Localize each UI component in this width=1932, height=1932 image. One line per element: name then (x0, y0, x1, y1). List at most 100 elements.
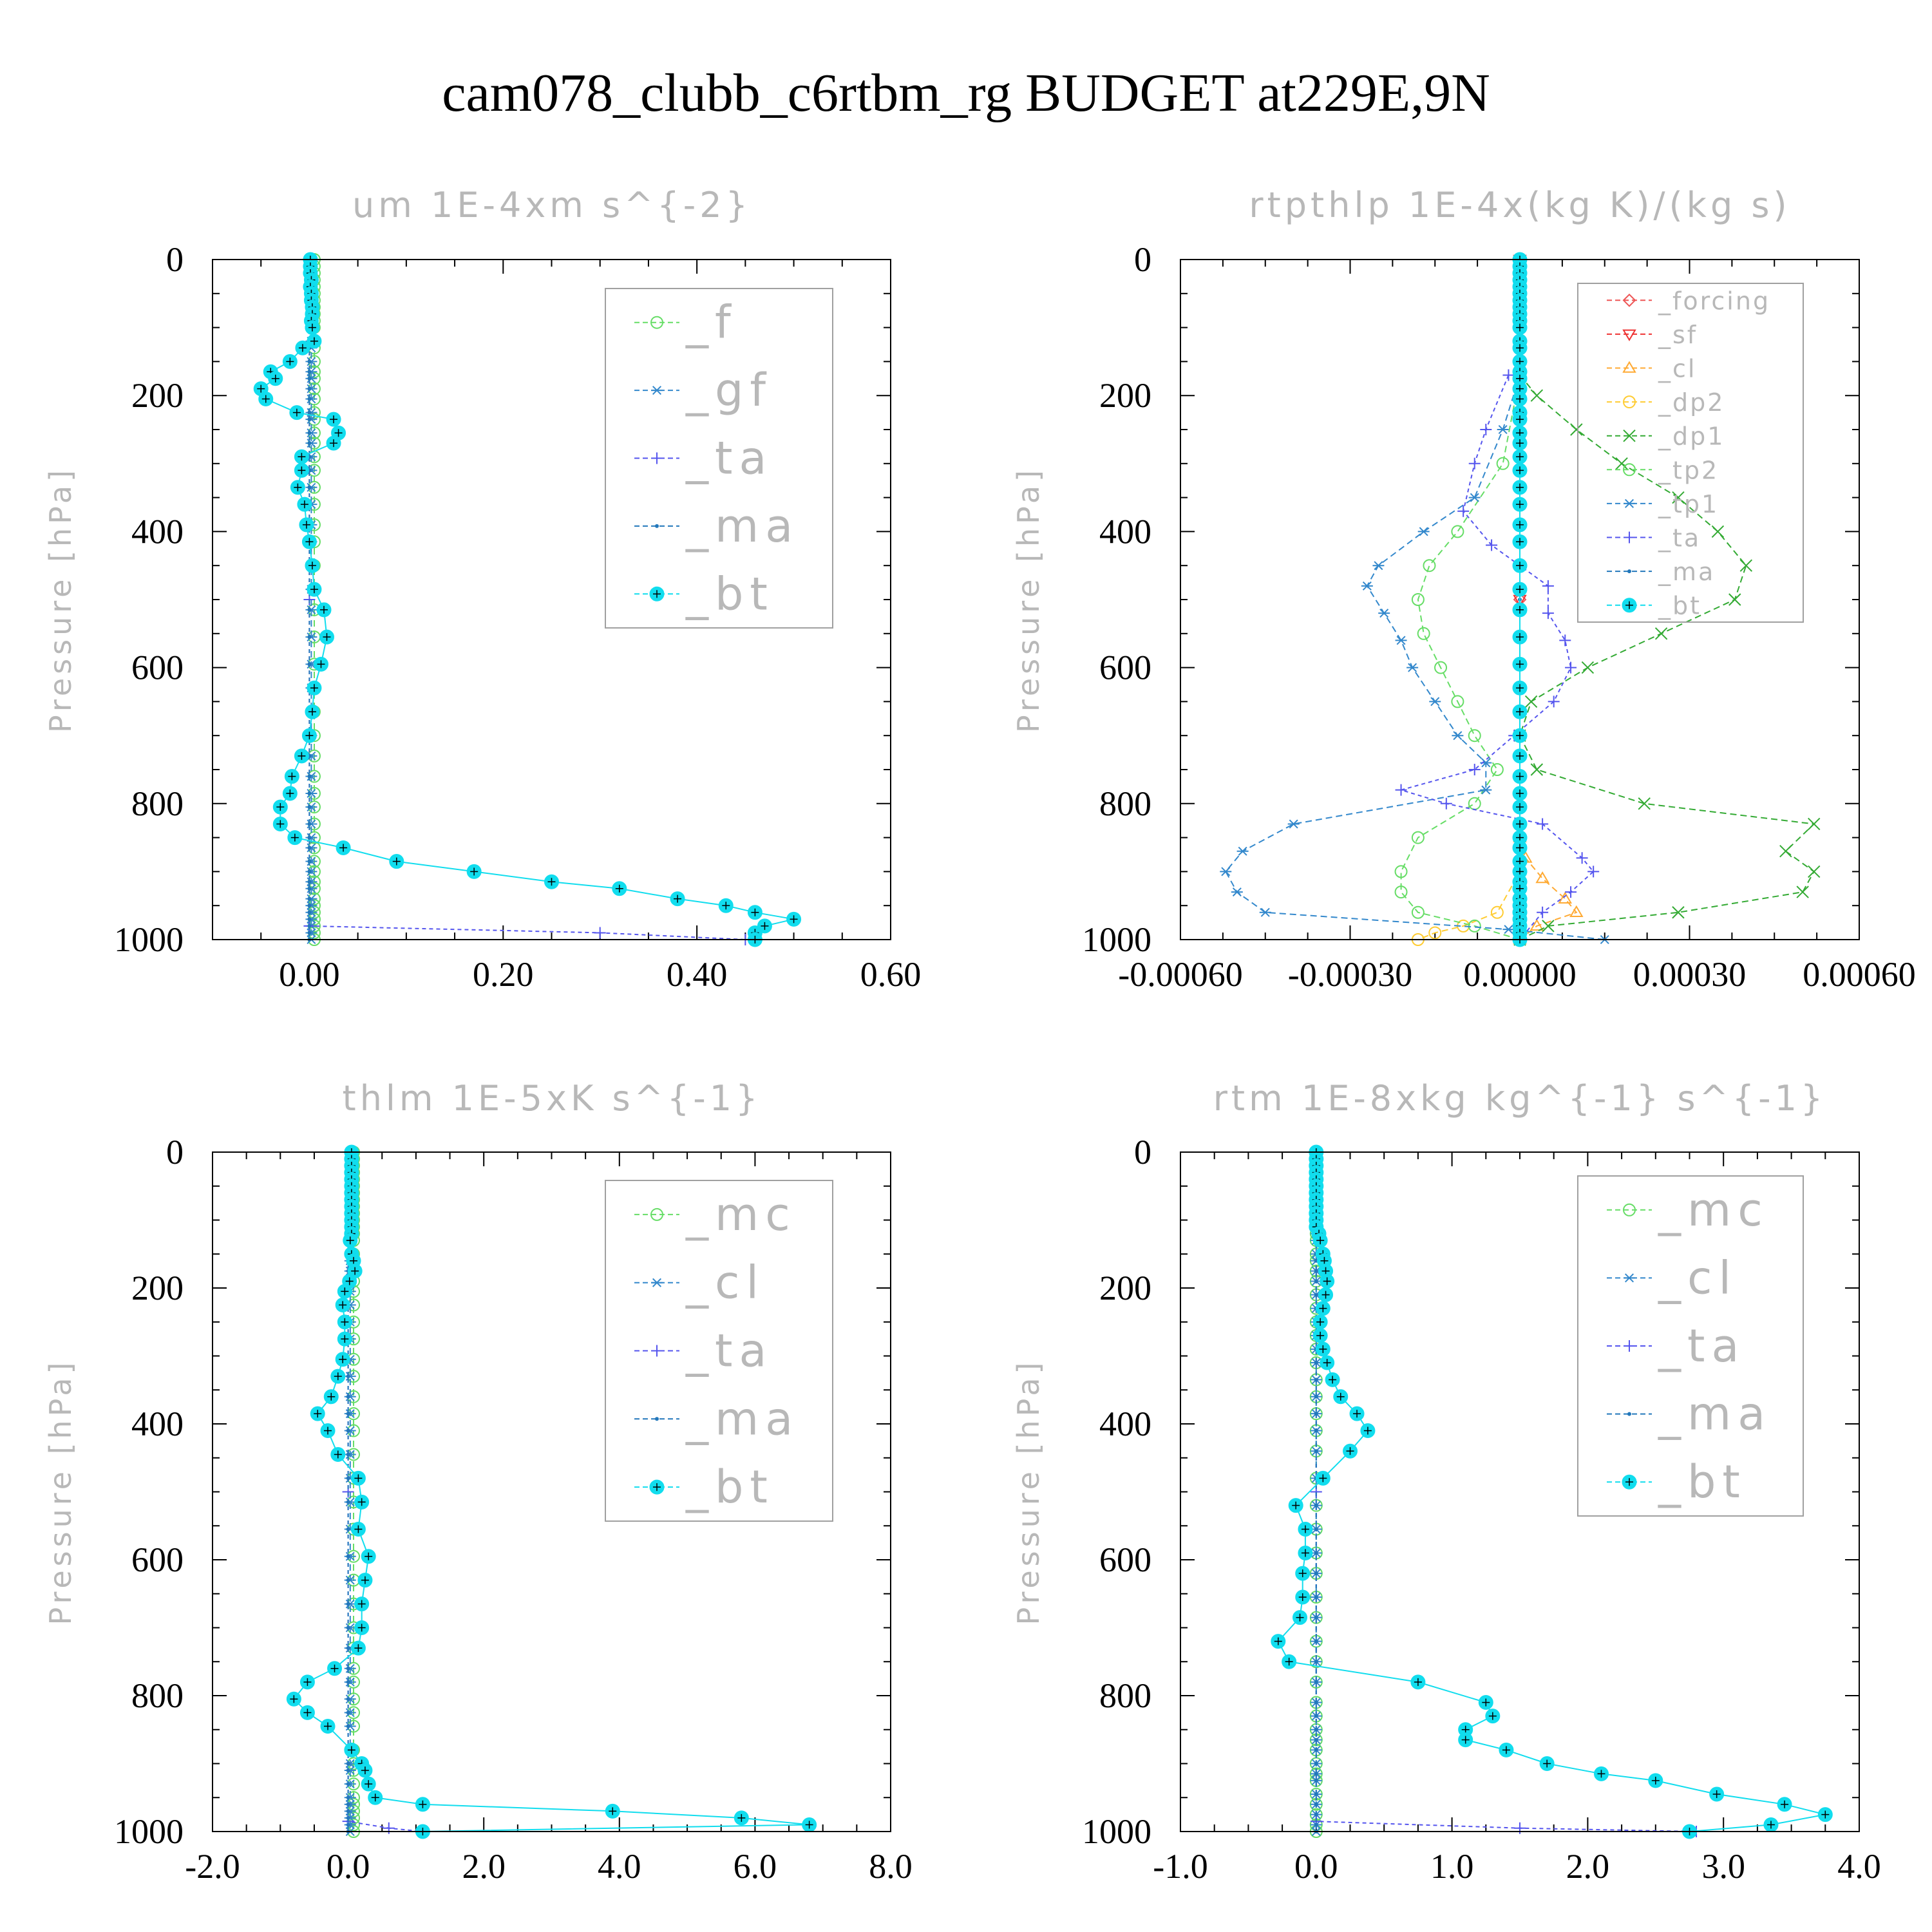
legend-label: _cl (1658, 1251, 1738, 1304)
tp1-point (1452, 731, 1464, 741)
y-tick-label: 400 (1099, 512, 1151, 551)
tp1-point (1417, 527, 1430, 536)
y-tick-label: 200 (131, 1269, 184, 1307)
tp2-point (1451, 525, 1464, 538)
tp1-point (1378, 609, 1390, 618)
ma-point (346, 1710, 350, 1715)
series-ta (303, 254, 752, 945)
legend-label: _cl (685, 1256, 765, 1309)
legend-box (1577, 283, 1804, 623)
legend-tp2-point (1623, 463, 1636, 477)
ta-point (1537, 906, 1549, 918)
ma-point (307, 822, 312, 826)
y-tick-label: 1000 (114, 920, 184, 959)
ma-point (346, 1394, 350, 1399)
dp1-point (1570, 423, 1583, 436)
ma-point (1314, 1680, 1318, 1684)
ma-point (1314, 1615, 1318, 1620)
y-tick-label: 400 (131, 1405, 184, 1443)
ma-point (307, 859, 312, 864)
dp2-point (1490, 905, 1504, 919)
tp1-point (1429, 697, 1441, 706)
ma-point (307, 846, 312, 850)
dp1-point (1542, 920, 1555, 933)
ma-point (1314, 1761, 1318, 1766)
x-tick-label: -0.00060 (1118, 955, 1242, 994)
dp1-point (1808, 865, 1821, 878)
tp2-point (1411, 831, 1425, 844)
ma-point (307, 662, 312, 667)
ma-point (1314, 1714, 1318, 1718)
legend-ma-point (1627, 569, 1631, 574)
ma-point (346, 1809, 350, 1814)
y-tick-label: 400 (1099, 1405, 1151, 1443)
tp1-point (1231, 887, 1243, 897)
legend-label: _ta (1658, 524, 1701, 553)
legend-label: _bt (1658, 592, 1701, 620)
tp1-point (1480, 785, 1492, 795)
ma-point (346, 1625, 350, 1630)
dp1-point (1808, 817, 1821, 831)
y-axis-label: Pressure [hPa] (1011, 466, 1046, 733)
x-tick-label: 0.00060 (1803, 955, 1916, 994)
y-tick-label: 1000 (114, 1812, 184, 1851)
ta-point (1440, 797, 1452, 810)
ta-point (1548, 696, 1560, 708)
legend-label: _ta (685, 1325, 773, 1378)
ma-point (346, 1724, 350, 1728)
y-tick-label: 600 (131, 1540, 184, 1579)
ma-point (346, 1527, 350, 1531)
legend-label: _cl (1658, 355, 1696, 383)
x-tick-label: 0.00000 (1463, 955, 1577, 994)
y-tick-label: 0 (1134, 240, 1151, 279)
ma-point (346, 1802, 350, 1806)
x-tick-label: 4.0 (1837, 1847, 1881, 1886)
ma-point (307, 376, 312, 381)
ma-point (1314, 1792, 1318, 1796)
ma-point (307, 431, 312, 435)
tp2-point (1411, 905, 1425, 919)
cl-point (1535, 871, 1549, 884)
cl-point (1558, 891, 1573, 904)
ma-point (1314, 1748, 1318, 1752)
ma-point (307, 397, 312, 401)
y-tick-label: 800 (131, 1676, 184, 1715)
legend-ta-point (1624, 1340, 1635, 1352)
ta-point (594, 927, 606, 939)
ma-point (1314, 1449, 1318, 1454)
tp1-point (1287, 819, 1300, 829)
y-tick-label: 200 (1099, 1269, 1151, 1307)
ta-point (1537, 818, 1549, 830)
ma-point (1314, 1812, 1318, 1817)
y-tick-label: 400 (131, 512, 184, 551)
ta-point (1565, 661, 1577, 674)
tp2-point (1496, 457, 1510, 470)
x-tick-label: 0.0 (1294, 1847, 1338, 1886)
series-dp1 (1513, 368, 1821, 946)
ma-point (307, 386, 312, 391)
dp1-point (1530, 389, 1544, 402)
series-line (308, 260, 746, 940)
ta-point (1480, 424, 1492, 435)
ma-point (307, 886, 312, 891)
plot-frame (212, 259, 891, 940)
tp1-point (1259, 907, 1271, 917)
ma-point (1314, 1378, 1318, 1382)
y-tick-label: 0 (1134, 1133, 1151, 1171)
ta-point (1542, 580, 1554, 592)
tp1-point (1468, 493, 1481, 502)
ma-point (346, 1680, 350, 1684)
ma-point (346, 1602, 350, 1606)
ma-point (346, 1697, 350, 1701)
panel-title: um 1E-4xm s^{-2} (352, 185, 752, 225)
x-tick-label: 2.0 (1566, 1847, 1610, 1886)
tp1-point (1406, 663, 1419, 672)
ta-point (1502, 369, 1515, 381)
ma-point (1314, 1802, 1318, 1806)
ma-point (1314, 1527, 1318, 1531)
cl-point (1530, 918, 1544, 931)
dp1-point (1796, 886, 1809, 898)
y-tick-label: 600 (1099, 649, 1151, 687)
series-dp2 (1411, 253, 1526, 946)
ta-point (1514, 1822, 1526, 1834)
